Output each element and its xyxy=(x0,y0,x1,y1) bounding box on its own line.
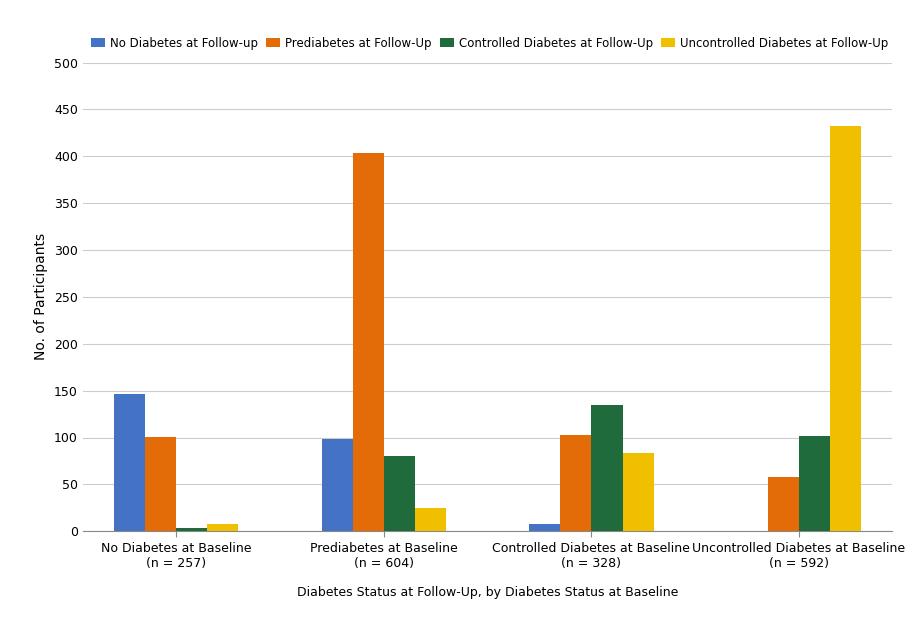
Bar xyxy=(414,508,446,531)
Bar xyxy=(560,435,591,531)
Bar xyxy=(383,456,414,531)
Bar xyxy=(114,394,145,531)
Bar xyxy=(528,524,560,531)
Bar xyxy=(622,452,653,531)
Y-axis label: No. of Participants: No. of Participants xyxy=(34,233,49,361)
Bar xyxy=(145,436,176,531)
Legend: No Diabetes at Follow-up, Prediabetes at Follow-Up, Controlled Diabetes at Follo: No Diabetes at Follow-up, Prediabetes at… xyxy=(88,34,890,52)
Bar xyxy=(207,524,238,531)
X-axis label: Diabetes Status at Follow-Up, by Diabetes Status at Baseline: Diabetes Status at Follow-Up, by Diabete… xyxy=(297,586,677,599)
Bar xyxy=(591,405,622,531)
Bar xyxy=(767,477,798,531)
Bar xyxy=(176,528,207,531)
Bar xyxy=(829,126,860,531)
Bar xyxy=(352,153,383,531)
Bar xyxy=(798,436,829,531)
Bar xyxy=(321,439,352,531)
